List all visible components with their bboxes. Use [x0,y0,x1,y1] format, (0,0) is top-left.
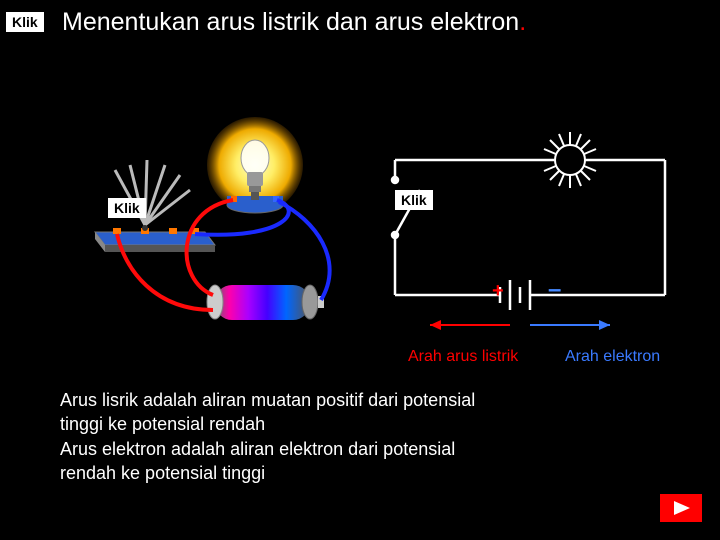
plus-symbol: + [492,280,504,303]
physical-circuit-diagram [85,110,365,340]
klik-button-left[interactable]: Klik [108,198,146,218]
minus-symbol: – [548,276,561,304]
definition-text: Arus lisrik adalah aliran muatan positif… [60,388,475,485]
title-dot: . [519,8,526,36]
schematic-circuit-diagram [375,120,685,360]
body-line-1: Arus lisrik adalah aliran muatan positif… [60,388,475,412]
body-line-2: tinggi ke potensial rendah [60,412,475,436]
title-text: Menentukan arus listrik dan arus elektro… [62,8,519,36]
label-arus-listrik: Arah arus listrik [408,348,518,366]
klik-button-right[interactable]: Klik [395,190,433,210]
next-button[interactable] [660,494,702,522]
body-line-3: Arus elektron adalah aliran elektron dar… [60,437,475,461]
klik-button-title[interactable]: Klik [6,12,44,32]
body-line-4: rendah ke potensial tinggi [60,461,475,485]
label-arah-elektron: Arah elektron [565,348,660,366]
page-title: Menentukan arus listrik dan arus elektro… [62,8,526,37]
